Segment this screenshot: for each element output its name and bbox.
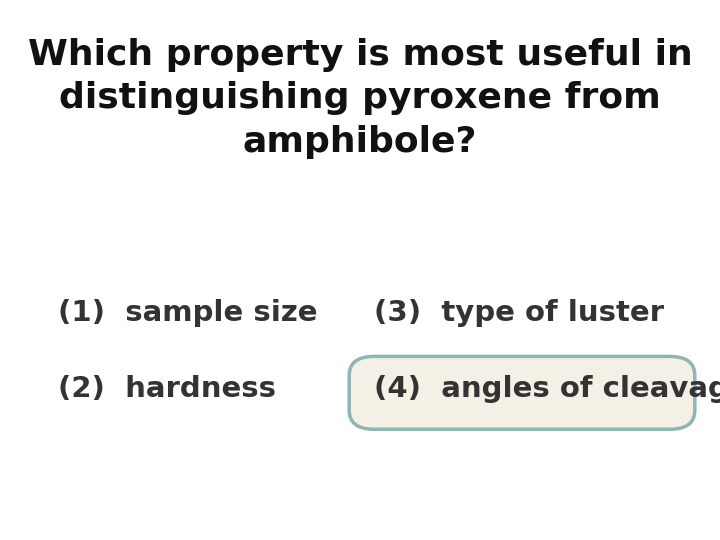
Text: (1)  sample size: (1) sample size (58, 299, 317, 327)
FancyBboxPatch shape (349, 356, 695, 429)
Text: (3)  type of luster: (3) type of luster (374, 299, 665, 327)
Text: Which property is most useful in
distinguishing pyroxene from
amphibole?: Which property is most useful in disting… (27, 38, 693, 159)
Text: (4)  angles of cleavage: (4) angles of cleavage (374, 375, 720, 403)
Text: (2)  hardness: (2) hardness (58, 375, 276, 403)
